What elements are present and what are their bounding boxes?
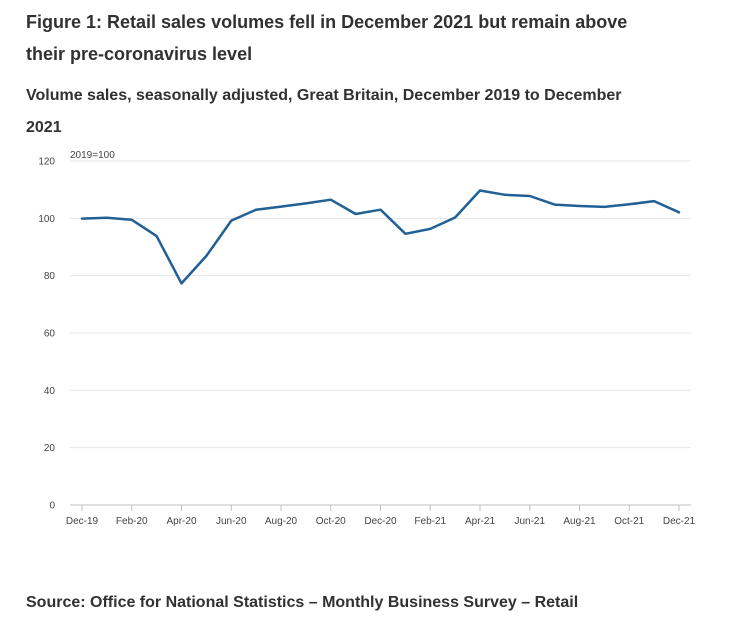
y-tick-label: 60 (44, 329, 56, 340)
x-tick-label: Dec-19 (66, 516, 99, 527)
x-tick-label: Jun-20 (216, 516, 247, 527)
y-tick-label: 20 (44, 443, 56, 454)
line-chart: 0 20 40 60 80 100 120 Dec-19 Feb-20 Apr-20 Jun-20… (38, 150, 696, 527)
source-note: Source: Office for National Statistics –… (26, 594, 579, 611)
x-axis: Dec-19 Feb-20 Apr-20 Jun-20 Aug-20 Oct-20 Dec-… (66, 505, 696, 527)
y-tick-label: 120 (38, 157, 55, 168)
y-tick-label: 0 (49, 501, 55, 512)
y-tick-label: 40 (44, 386, 56, 397)
y-axis: 0 20 40 60 80 100 120 (38, 157, 55, 512)
x-tick-label: Apr-20 (166, 516, 196, 527)
x-tick-label: Apr-21 (465, 516, 495, 527)
x-tick-label: Aug-20 (265, 516, 298, 527)
gridlines (70, 160, 691, 506)
chart-title: Figure 1: Retail sales volumes fell in D… (26, 12, 628, 64)
x-tick-label: Dec-20 (364, 516, 397, 527)
x-tick-label: Oct-20 (316, 516, 346, 527)
chart-subtitle: Volume sales, seasonally adjusted, Great… (26, 87, 622, 136)
x-tick-label: Aug-21 (563, 516, 596, 527)
y-tick-label: 80 (44, 271, 56, 282)
x-tick-label: Oct-21 (614, 516, 644, 527)
x-tick-label: Feb-20 (116, 516, 148, 527)
x-tick-label: Jun-21 (514, 516, 545, 527)
x-tick-label: Dec-21 (663, 516, 696, 527)
x-tick-label: Feb-21 (414, 516, 446, 527)
series-layer (80, 189, 681, 285)
y-tick-label: 100 (38, 214, 55, 225)
series-line (80, 189, 681, 285)
y-axis-unit-label: 2019=100 (70, 150, 115, 161)
